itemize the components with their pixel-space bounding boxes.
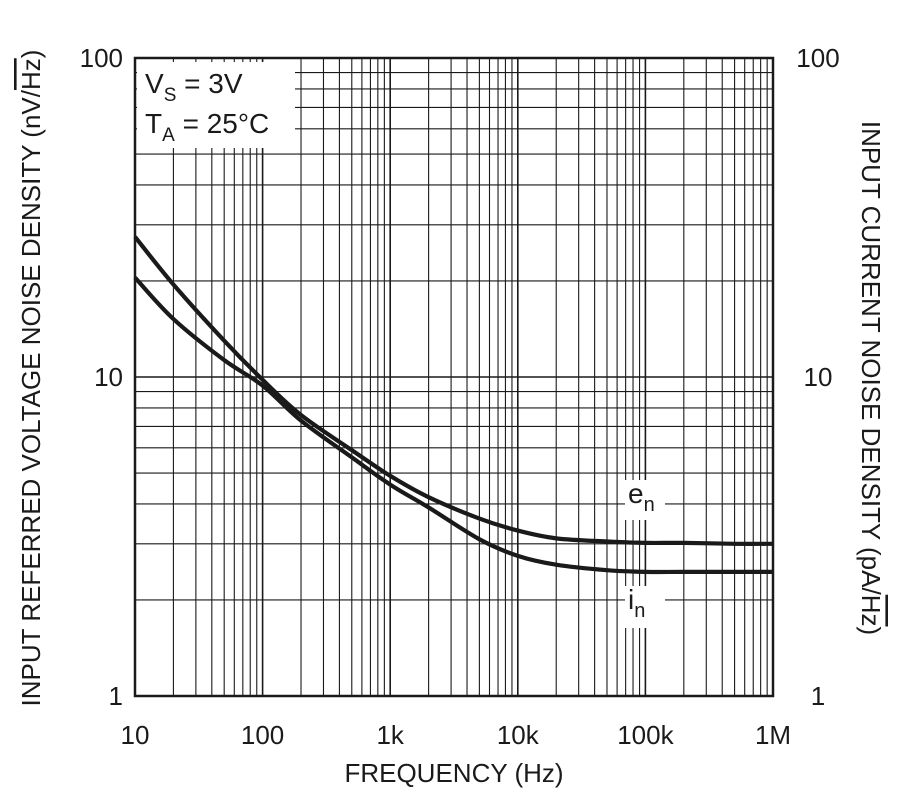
x-tick-label: 10 — [121, 720, 150, 750]
left-y-tick-label: 10 — [94, 362, 123, 392]
left-y-tick-label: 1 — [109, 681, 123, 711]
right-y-tick-label: 100 — [796, 43, 839, 73]
series-line-in — [133, 276, 773, 575]
en-label-backdrop — [625, 480, 665, 520]
x-tick-label: 10k — [497, 720, 540, 750]
x-tick-label: 100k — [617, 720, 674, 750]
right-axis-title: INPUT CURRENT NOISE DENSITY (pA/Hz) — [856, 121, 886, 635]
series-label-in: in — [628, 584, 645, 622]
temperature-annotation: TA = 25°C — [145, 108, 269, 146]
right-y-tick-label: 10 — [804, 362, 833, 392]
series-label-en: en — [628, 478, 655, 516]
x-tick-label: 100 — [241, 720, 284, 750]
x-axis-title: FREQUENCY (Hz) — [344, 758, 563, 788]
plot-frame — [133, 56, 775, 698]
in-label-backdrop — [625, 586, 665, 628]
x-tick-label: 1k — [376, 720, 404, 750]
left-y-tick-label: 100 — [80, 43, 123, 73]
series-line-en — [133, 235, 774, 546]
series-lines — [133, 235, 774, 575]
left-axis-title: INPUT REFERRED VOLTAGE NOISE DENSITY (nV… — [16, 50, 46, 707]
annotation-backdrop — [137, 62, 295, 148]
right-y-tick-label: 1 — [811, 681, 825, 711]
tick-labels: 10 100 1k 10k 100k 1M 100 10 1 100 10 1 — [80, 43, 840, 750]
supply-voltage-annotation: VS = 3V — [145, 68, 243, 106]
grid — [134, 58, 773, 697]
x-tick-label: 1M — [755, 720, 791, 750]
